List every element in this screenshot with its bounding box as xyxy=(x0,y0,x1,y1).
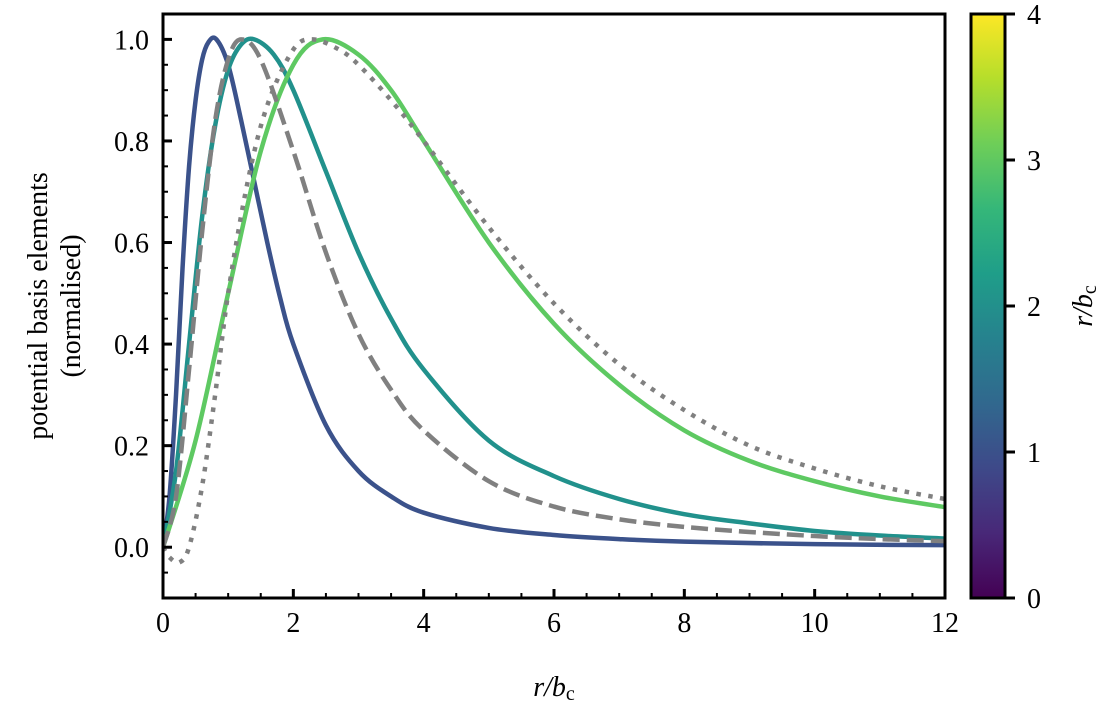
colorbar-tick-label: 3 xyxy=(1027,146,1041,177)
x-axis-label: r/bc xyxy=(533,672,575,705)
series-line-reference-dotted xyxy=(163,37,945,566)
series-line-reference-dashed xyxy=(163,37,945,548)
colorbar-label-main: r/b xyxy=(1068,294,1099,327)
x-tick-label: 10 xyxy=(801,608,829,639)
y-axis-label-line1: potential basis elements xyxy=(23,172,54,440)
colorbar-ticks: 0 1 2 3 4 xyxy=(1005,0,1041,615)
y-axis-label: potential basis elements (normalised) xyxy=(23,172,87,440)
colorbar-tick-label: 4 xyxy=(1027,0,1041,31)
colorbar-label: r/bc xyxy=(1068,285,1101,327)
colorbar-label-sub: c xyxy=(1079,285,1101,294)
x-axis-label-sub: c xyxy=(566,683,575,705)
y-tick-label: 0.0 xyxy=(114,533,149,564)
y-tick-label: 0.2 xyxy=(114,432,149,463)
x-tick-label: 2 xyxy=(286,608,300,639)
y-tick-label: 1.0 xyxy=(114,25,149,56)
y-axis-label-line2: (normalised) xyxy=(56,234,87,377)
colorbar-tick-label: 1 xyxy=(1027,438,1041,469)
series-layer xyxy=(163,35,945,566)
colorbar-tick-label: 0 xyxy=(1027,584,1041,615)
y-tick-label: 0.6 xyxy=(114,229,149,260)
colorbar xyxy=(969,12,1007,600)
x-axis-label-main: r/b xyxy=(533,672,566,703)
series-line-basis-r0.82 xyxy=(163,35,945,548)
y-tick-label: 0.4 xyxy=(114,330,149,361)
colorbar-tick-label: 2 xyxy=(1027,292,1041,323)
series-line-basis-r1.4 xyxy=(163,36,945,548)
x-tick-label: 0 xyxy=(156,608,170,639)
x-tick-label: 4 xyxy=(417,608,431,639)
x-tick-label: 8 xyxy=(677,608,691,639)
y-tick-label: 0.8 xyxy=(114,127,149,158)
axis-ticks: 0 2 4 6 8 10 12 0.0 0.2 0.4 0.6 0.8 1.0 xyxy=(114,13,959,639)
x-tick-label: 12 xyxy=(931,608,959,639)
x-tick-label: 6 xyxy=(547,608,561,639)
